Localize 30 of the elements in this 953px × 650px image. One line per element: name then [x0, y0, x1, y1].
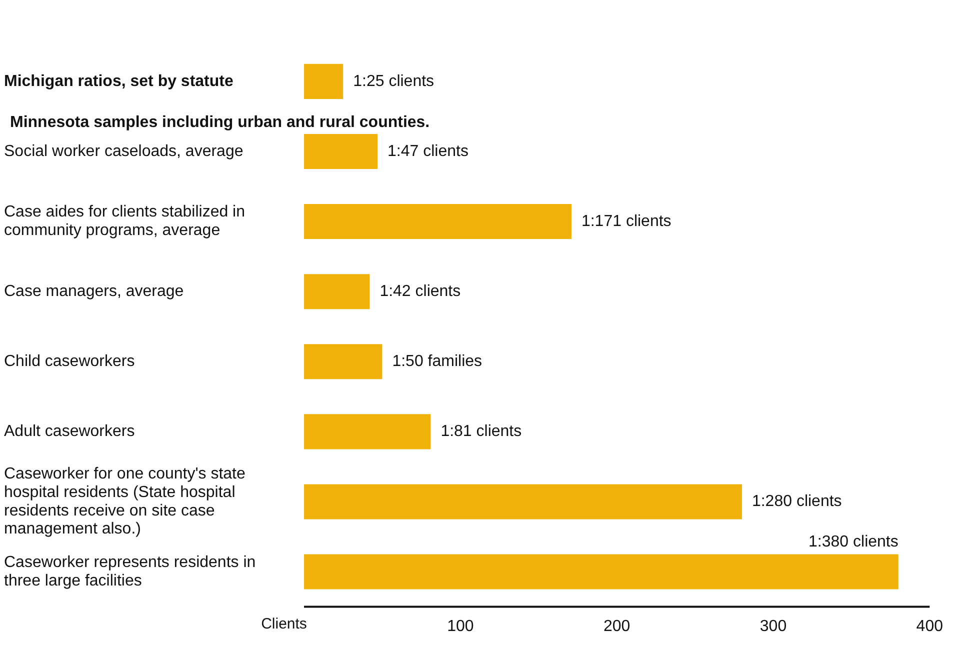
bar	[304, 204, 572, 240]
y-tick-label: Michigan ratios, set by statute	[4, 72, 234, 90]
bar	[304, 134, 378, 169]
y-tick-label: Caseworker for one county's state hospital residents (State hospital residents receive on site case management also.)	[4, 466, 246, 538]
y-tick-label: Caseworker represents residents in three large facilities	[4, 554, 256, 590]
bar	[304, 484, 742, 520]
bar	[304, 274, 370, 310]
bar	[304, 344, 382, 380]
x-tick-label: 400	[916, 618, 944, 635]
y-tick-label: Case aides for clients stabilized in community programs, average	[4, 204, 246, 240]
x-tick-label: 100	[447, 618, 474, 635]
annotation: Minnesota samples including urban and rural counties.	[10, 114, 430, 131]
data-label: 1:380 clients	[808, 534, 898, 551]
y-tick-label: Child caseworkers	[4, 353, 135, 370]
data-label: 1:280 clients	[752, 493, 842, 510]
y-tick-label: Social worker caseloads, average	[4, 142, 244, 160]
data-label: 1:25 clients	[353, 72, 434, 90]
bar	[304, 64, 344, 99]
x-tick-label: 200	[603, 618, 630, 635]
data-label: 1:42 clients	[380, 282, 461, 300]
data-label: 1:50 families	[392, 353, 482, 370]
y-tick-label: Case managers, average	[4, 282, 184, 300]
bar	[304, 554, 898, 590]
data-label: 1:171 clients	[581, 212, 672, 230]
x-axis-title: Clients	[261, 615, 307, 632]
data-label: 1:47 clients	[388, 142, 468, 160]
x-tick-label: 300	[760, 618, 787, 635]
data-label: 1:81 clients	[440, 423, 522, 440]
bar	[304, 414, 431, 450]
y-tick-label: Adult caseworkers	[4, 423, 135, 440]
